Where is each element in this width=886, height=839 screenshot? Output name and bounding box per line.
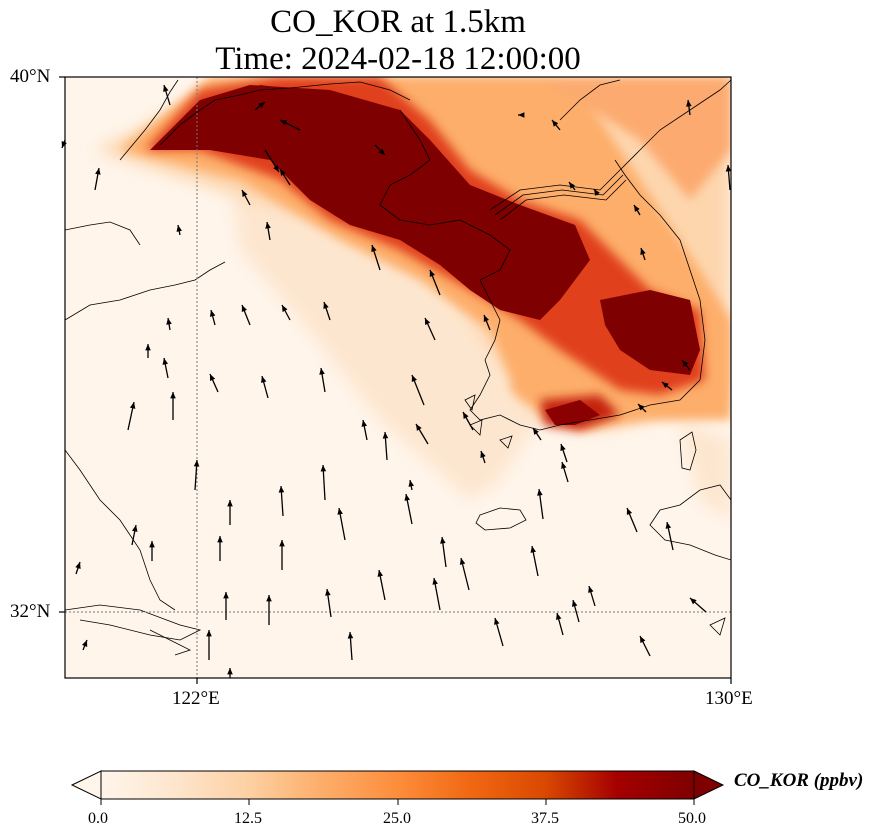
lon-label-122: 122°E <box>172 688 220 709</box>
wind-arrow-head <box>176 225 183 232</box>
wind-arrow-head <box>377 570 384 577</box>
wind-arrow-head <box>725 165 732 172</box>
wind-arrow-head <box>209 310 216 317</box>
wind-arrow-head <box>560 444 566 451</box>
wind-arrow-head <box>408 480 415 487</box>
wind-arrow-head <box>282 305 288 312</box>
wind-arrow-head <box>371 245 377 252</box>
wind-arrow-head <box>640 636 646 643</box>
wind-arrow-head <box>416 424 422 431</box>
wind-arrow-head <box>411 375 417 382</box>
colorbar-label-12-5: 12.5 <box>234 810 262 827</box>
axis-ticks <box>59 76 732 684</box>
wind-arrow-head <box>626 508 633 515</box>
wind-arrow-head <box>149 541 155 548</box>
wind-arrow-head <box>518 112 525 118</box>
wind-arrow-head <box>325 589 331 596</box>
wind-arrow-head <box>227 500 233 507</box>
colorbar-label-50: 50.0 <box>678 810 706 827</box>
gridlines <box>65 77 731 678</box>
wind-arrow-head <box>95 168 101 175</box>
wind-arrow-head <box>638 404 645 411</box>
wind-arrow-head <box>170 392 176 399</box>
wind-arrow-head <box>273 165 279 172</box>
colorbar <box>70 770 725 805</box>
map-title-line2: Time: 2024-02-18 12:00:00 <box>215 41 581 77</box>
wind-arrow-head <box>463 412 469 419</box>
wind-arrow-head <box>571 600 578 607</box>
wind-arrow-head <box>223 592 229 599</box>
wind-arrow-head <box>530 546 537 553</box>
wind-arrow-head <box>320 465 327 472</box>
map-title-line1: CO_KOR at 1.5km <box>270 4 526 40</box>
wind-arrow-head <box>206 630 212 637</box>
wind-arrow-head <box>265 222 271 229</box>
map-frame <box>64 76 732 679</box>
coastline <box>65 79 731 656</box>
wind-arrow-head <box>569 182 576 189</box>
colorbar-title: CO_KOR (ppbv) <box>734 770 864 791</box>
wind-arrow-head <box>494 618 500 625</box>
wind-arrow-head <box>193 460 200 467</box>
wind-arrow-head <box>552 120 559 127</box>
wind-arrow-head <box>588 586 594 593</box>
wind-arrow-head <box>337 508 343 515</box>
lat-label-40: 40°N <box>10 66 51 87</box>
wind-arrow-head <box>537 489 543 496</box>
wind-arrow-head <box>634 205 640 212</box>
wind-arrow-head <box>280 120 287 126</box>
wind-arrow-head <box>145 344 151 351</box>
wind-arrow-head <box>163 85 169 92</box>
wind-arrow-head <box>440 537 446 544</box>
wind-arrow-head <box>555 613 562 620</box>
wind-arrow-head <box>480 451 486 458</box>
wind-arrow-head <box>665 522 672 529</box>
wind-arrow-head <box>279 540 285 547</box>
wind-arrow-head <box>75 562 81 569</box>
wind-arrow-head <box>378 148 385 155</box>
wind-arrow-head <box>266 595 272 602</box>
wind-arrow-head <box>425 318 431 325</box>
wind-arrow-head <box>382 432 389 439</box>
wind-arrow-head <box>258 102 265 109</box>
wind-arrow-head <box>278 486 285 493</box>
wind-arrow-head <box>82 640 88 647</box>
wind-arrow-head <box>210 374 216 381</box>
concentration-field <box>65 77 731 678</box>
wind-arrow-head <box>662 382 669 389</box>
wind-arrow-head <box>533 428 539 435</box>
wind-arrow-head <box>640 248 646 255</box>
wind-arrow-head <box>361 420 368 427</box>
wind-arrow-head <box>162 358 169 365</box>
wind-arrow-head <box>217 536 223 543</box>
wind-arrow-head <box>432 578 438 585</box>
wind-arrow-head <box>319 368 325 375</box>
wind-arrow-head <box>690 598 697 605</box>
wind-arrow-head <box>227 668 233 675</box>
wind-arrow-head <box>459 558 466 565</box>
wind-arrow-head <box>347 632 354 639</box>
colorbar-label-0: 0.0 <box>88 810 108 827</box>
wind-arrow-head <box>166 318 172 325</box>
wind-arrow-head <box>129 402 136 409</box>
colorbar-label-25: 25.0 <box>383 810 411 827</box>
wind-arrow-head <box>260 376 267 383</box>
wind-vectors <box>61 84 732 678</box>
wind-arrow-head <box>561 462 567 469</box>
wind-arrow-head <box>682 360 689 367</box>
wind-arrow-head <box>594 189 600 196</box>
wind-arrow-head <box>483 315 489 322</box>
wind-arrow-head <box>686 100 692 107</box>
wind-arrow-head <box>404 494 411 501</box>
wind-arrow-head <box>241 305 247 312</box>
wind-arrow-head <box>429 270 435 277</box>
lon-label-130: 130°E <box>705 688 753 709</box>
colorbar-label-37-5: 37.5 <box>531 810 559 827</box>
lat-label-32: 32°N <box>10 601 51 622</box>
wind-arrow-head <box>131 525 138 532</box>
wind-arrow-head <box>323 302 329 309</box>
wind-arrow-head <box>242 190 248 197</box>
wind-arrow-head <box>280 169 286 176</box>
